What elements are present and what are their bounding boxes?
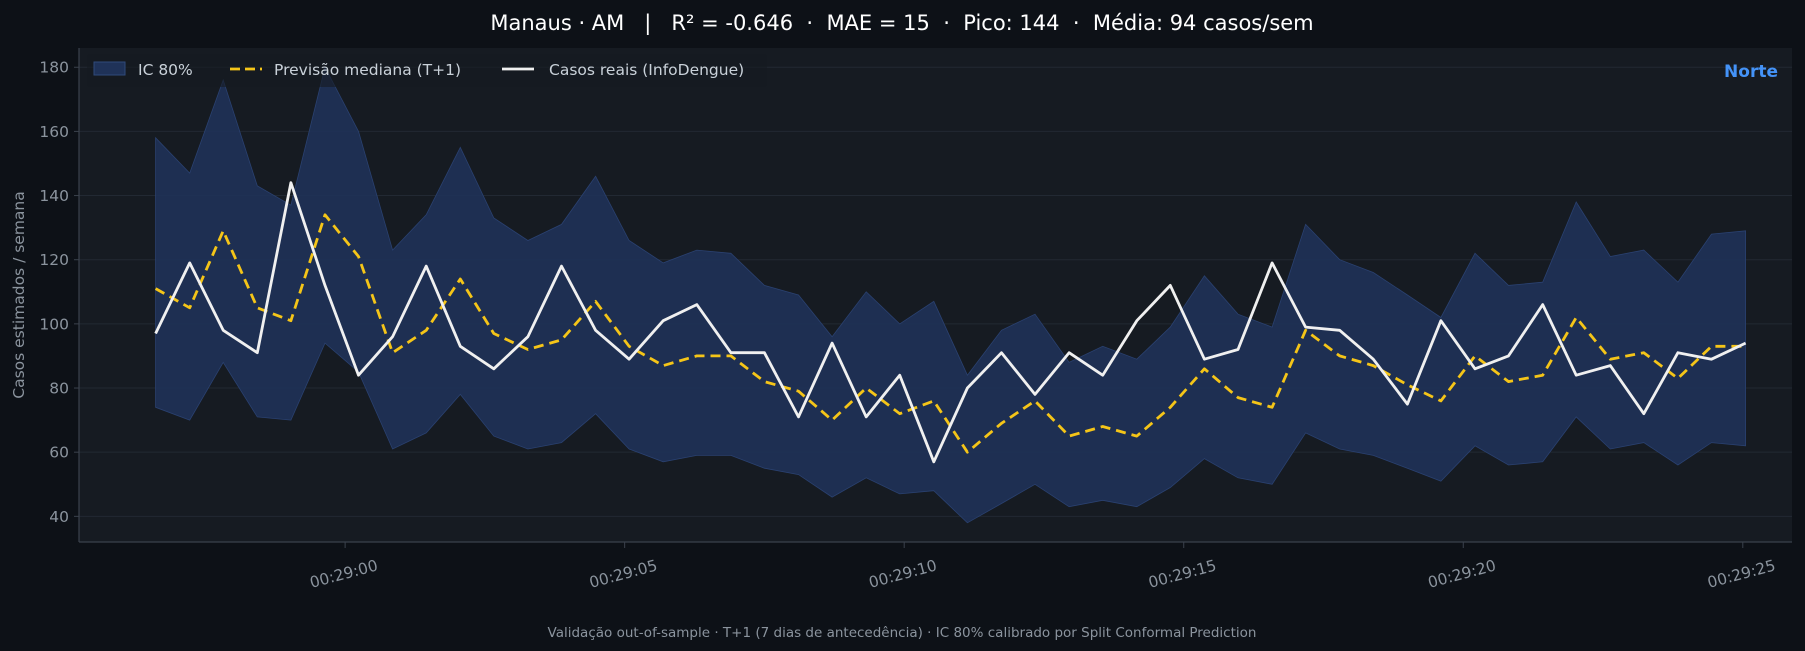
- y-tick-label: 180: [39, 59, 69, 77]
- y-tick-label: 60: [49, 444, 69, 462]
- y-tick-label: 100: [39, 315, 69, 333]
- median-forecast-line: [154, 213, 1746, 454]
- actual-cases-layer: [154, 181, 1747, 464]
- y-tick-label: 80: [49, 380, 69, 398]
- region-label: Norte: [1724, 62, 1778, 82]
- y-tick-label: 40: [49, 508, 69, 526]
- y-tick-label: 140: [39, 187, 69, 205]
- median-forecast-layer: [154, 213, 1746, 454]
- legend-swatch-band: [93, 61, 126, 76]
- legend-label-actual: Casos reais (InfoDengue): [549, 61, 744, 79]
- legend-label-band: IC 80%: [138, 61, 193, 79]
- ci-band-area: [155, 66, 1746, 524]
- y-axis-label: Casos estimados / semana: [10, 191, 28, 398]
- ci-band-layer: [155, 66, 1746, 524]
- legend-label-median: Previsão mediana (T+1): [274, 61, 461, 79]
- y-tick-label: 160: [39, 123, 69, 141]
- footer-note: Validação out-of-sample · T+1 (7 dias de…: [548, 625, 1257, 641]
- chart-title: Manaus · AM | R² = -0.646 · MAE = 15 · P…: [490, 11, 1313, 36]
- y-tick-label: 120: [39, 251, 69, 269]
- legend: IC 80% Previsão mediana (T+1) Casos reai…: [87, 54, 767, 87]
- legend-background: [87, 54, 767, 87]
- actual-cases-line: [154, 181, 1747, 464]
